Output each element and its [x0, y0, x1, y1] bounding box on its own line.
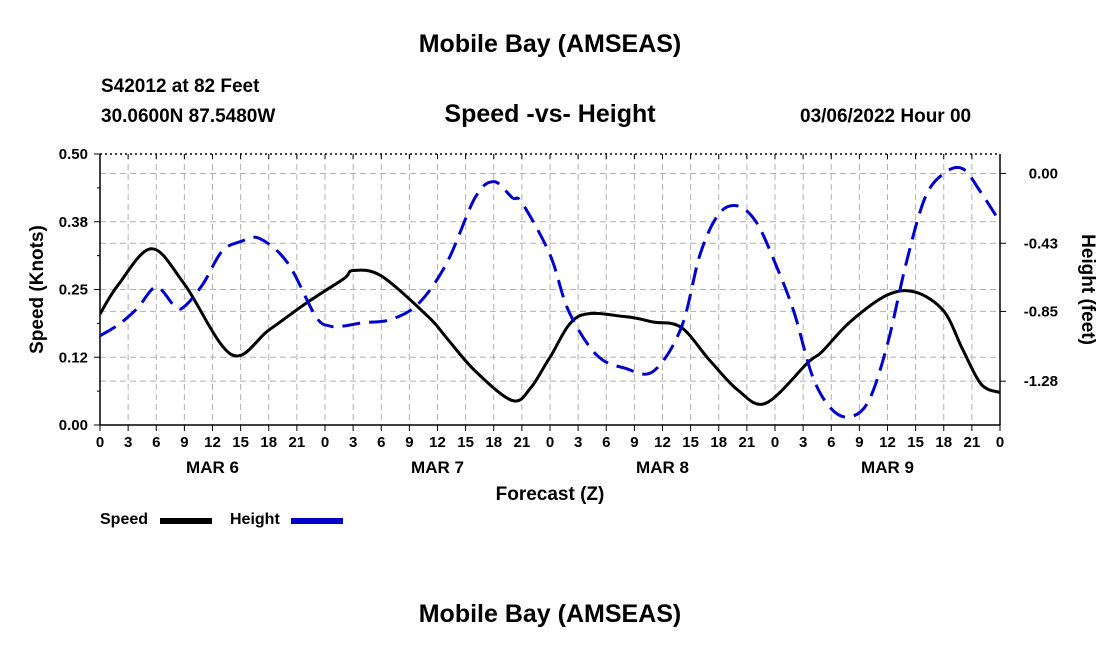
x-tick-label: 15: [457, 434, 474, 451]
x-tick-label: 15: [907, 434, 924, 451]
x-tick-label: 9: [630, 434, 638, 451]
x-tick-label: 21: [964, 434, 981, 451]
x-tick-label: 0: [321, 434, 329, 451]
x-tick-label: 12: [204, 434, 221, 451]
x-axis-title: Forecast (Z): [496, 484, 605, 505]
x-tick-label: 0: [546, 434, 554, 451]
series-line-speed: [100, 247, 1000, 406]
y-right-tick-label: -0.85: [1024, 303, 1058, 320]
x-day-label: MAR 8: [636, 458, 689, 477]
x-tick-label: 18: [710, 434, 727, 451]
y-right-tick-label: -1.28: [1024, 373, 1058, 390]
x-day-label: MAR 6: [186, 458, 239, 477]
x-tick-label: 18: [485, 434, 502, 451]
main-title: Mobile Bay (AMSEAS): [418, 30, 682, 58]
y-left-tick-label: 0.00: [59, 417, 88, 434]
x-tick-label: 3: [124, 434, 132, 451]
x-tick-label: 0: [996, 434, 1004, 451]
y-right-tick-label: -0.43: [1024, 235, 1058, 252]
x-tick-label: 6: [827, 434, 835, 451]
x-tick-label: 6: [152, 434, 160, 451]
x-tick-label: 12: [429, 434, 446, 451]
x-tick-label: 18: [260, 434, 277, 451]
x-tick-label: 21: [739, 434, 756, 451]
footer-title: Mobile Bay (AMSEAS): [418, 600, 682, 628]
y-left-tick-label: 0.38: [59, 214, 88, 231]
series-line-height: [100, 165, 1000, 419]
x-tick-label: 9: [180, 434, 188, 451]
x-tick-label: 9: [855, 434, 863, 451]
x-tick-label: 0: [96, 434, 104, 451]
x-tick-label: 3: [799, 434, 807, 451]
y-left-tick-label: 0.12: [59, 349, 88, 366]
y-right-tick-label: 0.00: [1029, 165, 1058, 182]
legend-height-label: Height: [230, 511, 280, 528]
x-tick-label: 15: [232, 434, 249, 451]
forecast-date: 03/06/2022 Hour 00: [800, 106, 972, 127]
station-coords: 30.0600N 87.5480W: [101, 106, 276, 127]
x-tick-label: 15: [682, 434, 699, 451]
y-right-axis-title: Height (feet): [1077, 234, 1098, 345]
x-tick-label: 9: [405, 434, 413, 451]
legend: Speed Height: [100, 508, 360, 530]
y-left-axis-title: Speed (Knots): [27, 225, 48, 354]
x-tick-label: 18: [935, 434, 952, 451]
x-day-label: MAR 9: [861, 458, 914, 477]
legend-speed-label: Speed: [100, 511, 148, 528]
x-tick-label: 0: [771, 434, 779, 451]
x-tick-label: 6: [602, 434, 610, 451]
x-tick-label: 21: [289, 434, 306, 451]
x-tick-label: 3: [349, 434, 357, 451]
x-tick-label: 6: [377, 434, 385, 451]
x-tick-label: 12: [879, 434, 896, 451]
chart-title: Speed -vs- Height: [444, 100, 656, 128]
x-tick-label: 3: [574, 434, 582, 451]
y-left-tick-label: 0.50: [59, 146, 88, 163]
x-tick-label: 12: [654, 434, 671, 451]
x-day-label: MAR 7: [411, 458, 464, 477]
station-id: S42012 at 82 Feet: [101, 76, 260, 97]
x-tick-label: 21: [514, 434, 531, 451]
y-left-tick-label: 0.25: [59, 282, 88, 299]
